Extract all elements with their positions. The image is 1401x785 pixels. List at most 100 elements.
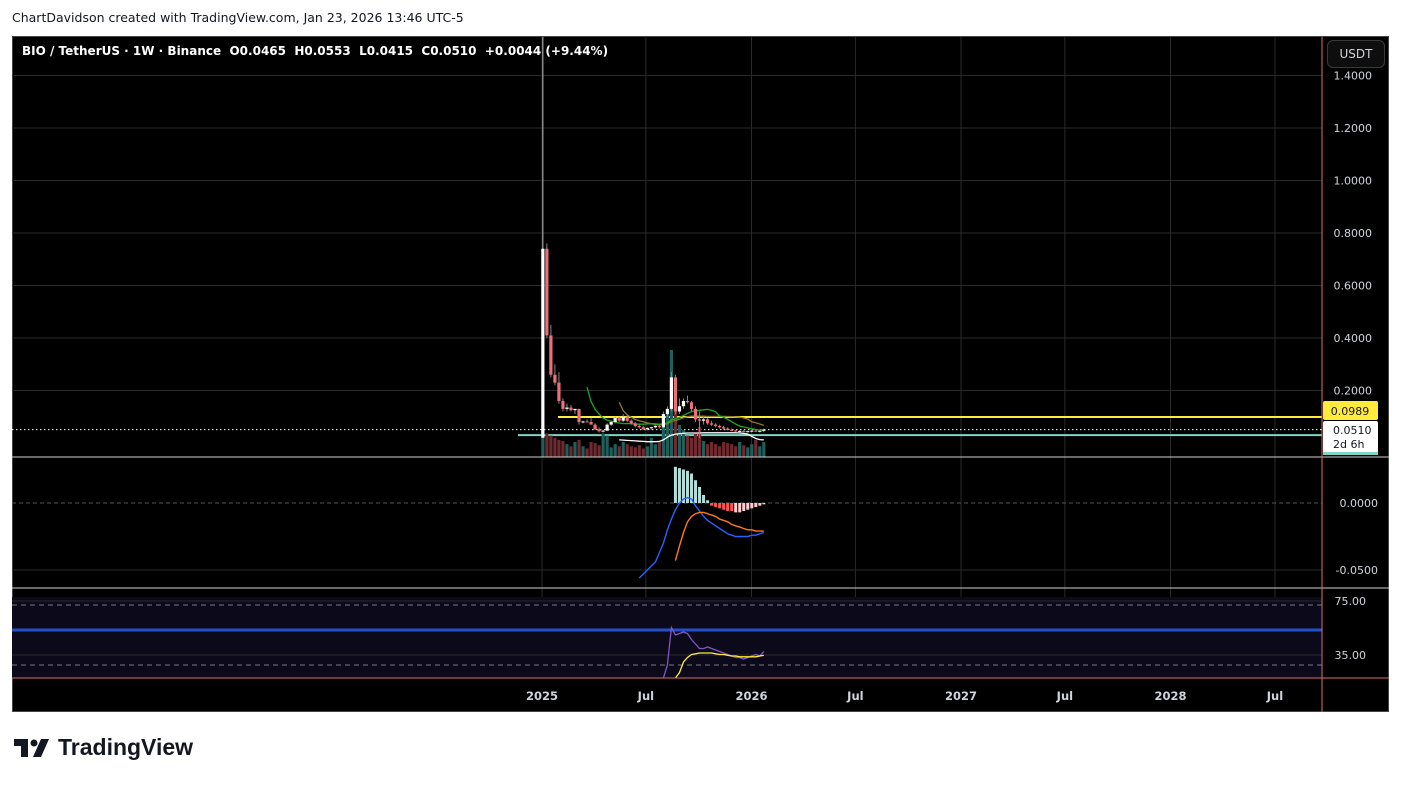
last-price-tag [1323, 421, 1378, 453]
macd-histogram-bar [714, 503, 718, 508]
currency-button[interactable]: USDT [1327, 40, 1385, 68]
volume-bar [637, 445, 641, 457]
volume-bar [734, 446, 738, 457]
volume-bar [726, 443, 730, 457]
volume-bar [593, 443, 597, 457]
macd-histogram-bar [758, 503, 762, 506]
macd-histogram-bar [762, 503, 766, 505]
candle-body [754, 430, 758, 432]
candle-body [710, 423, 714, 425]
macd-histogram-bar [722, 503, 726, 510]
volume-bar [718, 446, 722, 457]
volume-bar [553, 437, 557, 457]
volume-bar [673, 408, 678, 457]
macd-histogram-bar [710, 503, 714, 506]
candle-body [730, 429, 734, 431]
macd-histogram-bar [690, 473, 694, 503]
macd-histogram-bar [706, 500, 710, 503]
macd-histogram-bar [702, 494, 706, 503]
price-axis-label: 0.4000 [1334, 332, 1373, 345]
volume-bar [545, 433, 549, 457]
volume-bar [697, 427, 702, 457]
candle-body [718, 425, 722, 428]
volume-bar [705, 444, 710, 457]
attribution-text: ChartDavidson created with TradingView.c… [12, 10, 464, 25]
volume-bar [629, 446, 633, 457]
candle-body [585, 421, 589, 423]
ohlc-high: H0.0553 [294, 44, 351, 58]
price-axis-label: 1.4000 [1334, 70, 1373, 83]
candle-body [689, 402, 694, 409]
volume-bar [577, 439, 581, 457]
volume-bar [569, 446, 573, 457]
rsi-axis-label: 35.00 [1335, 649, 1367, 662]
candle-body [597, 429, 601, 432]
volume-bar [649, 437, 653, 457]
macd-pane [12, 466, 1322, 579]
candle-body [561, 401, 565, 409]
volume-bar [621, 442, 625, 457]
candle-body [685, 401, 690, 403]
volume-bar [609, 447, 613, 457]
candle-body [589, 422, 593, 425]
volume-bar [561, 440, 565, 457]
candle-body [673, 377, 678, 412]
tradingview-brand: TradingView [12, 734, 193, 761]
volume-bar [633, 447, 637, 457]
ma-fast-line [586, 386, 764, 431]
macd-histogram-bar [754, 503, 758, 508]
white-indicator-line [619, 432, 764, 443]
volume-bar [625, 444, 629, 457]
candle-body [549, 335, 553, 375]
candle-body [693, 408, 698, 420]
macd-histogram-bar [726, 503, 730, 512]
time-axis-label: 2028 [1154, 689, 1186, 703]
candle-body [573, 408, 577, 411]
volume-bar [762, 442, 766, 457]
volume-bar [605, 435, 609, 457]
volume-bar [665, 414, 670, 457]
volume-bar [585, 448, 589, 457]
price-axis-label: 1.2000 [1334, 122, 1373, 135]
ohlc-low: L0.0415 [359, 44, 414, 58]
symbol-name: BIO / TetherUS · 1W · Binance [22, 44, 222, 58]
time-axis-label: Jul [846, 689, 863, 703]
macd-histogram-bar [681, 469, 685, 503]
ma-slow-line [618, 401, 765, 427]
candle-body [641, 427, 645, 430]
volume-bar [565, 444, 569, 457]
volume-bar [754, 439, 758, 457]
volume-bar [549, 435, 553, 457]
volume-bar [557, 439, 561, 457]
moving-averages [586, 386, 765, 443]
volume-bar [746, 447, 750, 457]
macd-histogram-bar [742, 503, 746, 512]
macd-histogram-bar [750, 503, 754, 509]
price-tags: 0.0989 0.0510 2d 6h [1323, 401, 1378, 455]
time-axis-label: 2026 [735, 689, 767, 703]
volume-bar [597, 445, 601, 457]
volume-bar [738, 442, 742, 457]
candle-body [629, 420, 633, 424]
rsi-line [662, 625, 765, 679]
candle-body [722, 427, 726, 429]
volume-bar [581, 446, 585, 457]
candle-body [617, 418, 621, 421]
yellow-level-value: 0.0989 [1331, 405, 1370, 418]
ohlc-open: O0.0465 [229, 44, 286, 58]
volume-bar [645, 446, 649, 457]
volume-bar [677, 424, 682, 457]
candle-body [553, 374, 557, 383]
candle-body [734, 430, 738, 432]
candle-body [637, 425, 641, 428]
volume-bars [541, 350, 766, 457]
pane-separators [12, 37, 1389, 712]
time-axis-label: Jul [1056, 689, 1073, 703]
volume-bar [613, 444, 617, 457]
ohlc-close: C0.0510 [421, 44, 477, 58]
yellow-level-tag [1323, 401, 1378, 420]
macd-line [638, 496, 765, 579]
time-axis-label: Jul [1266, 689, 1283, 703]
